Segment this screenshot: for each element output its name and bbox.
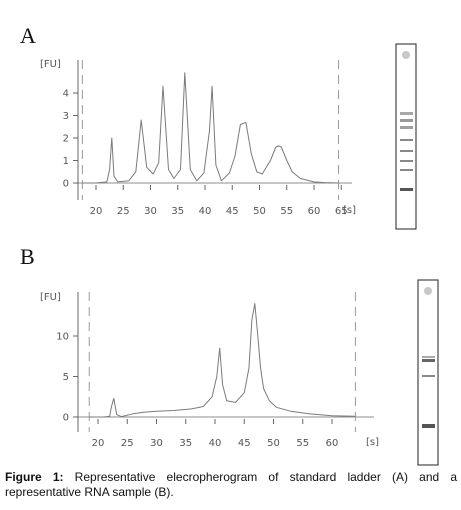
y-tick-label: 4 [63, 89, 69, 100]
plot-b: 0 5 10 20 25 30 35 40 45 50 55 60 [56, 292, 374, 449]
panel-a-ylabel: [FU] [40, 59, 61, 70]
gel-lane-b-well [424, 287, 432, 295]
panel-b-xunit: [s] [366, 437, 379, 448]
gel-band [400, 126, 413, 129]
y-tick-label: 2 [63, 134, 69, 145]
x-tick-label: 30 [150, 438, 163, 449]
x-tick-label: 50 [267, 438, 280, 449]
gel-band [400, 150, 413, 152]
x-tick-label: 20 [90, 206, 103, 217]
figure-caption: Figure 1: Representative elecropherogram… [5, 470, 457, 500]
series-line [89, 303, 356, 418]
y-tick-label: 1 [63, 156, 69, 167]
x-tick-label: 45 [238, 438, 251, 449]
y-tick-label: 0 [63, 413, 69, 424]
x-tick-label: 40 [209, 438, 222, 449]
gel-band [400, 139, 413, 141]
y-tick-label: 10 [56, 332, 69, 343]
gel-band [400, 119, 413, 122]
gel-band [400, 160, 413, 162]
panel-b-ylabel: [FU] [40, 292, 61, 303]
x-tick-label: 55 [296, 438, 309, 449]
gel-band [400, 188, 413, 191]
x-tick-label: 30 [144, 206, 157, 217]
panel-a-xunit: [s] [343, 205, 356, 216]
panel-a: A [FU] [s] 0 1 2 3 4 20 25 30 35 40 45 50 55 60 65 [20, 23, 356, 217]
gel-band [400, 169, 413, 171]
gel-band [422, 356, 435, 358]
gel-lane-a-well [402, 51, 410, 59]
x-tick-label: 25 [117, 206, 130, 217]
x-tick-label: 60 [326, 438, 339, 449]
x-tick-label: 25 [121, 438, 134, 449]
gel-lane-b-frame [417, 279, 439, 466]
x-tick-label: 55 [280, 206, 293, 217]
x-tick-label: 35 [179, 438, 192, 449]
panel-b: B [FU] [s] 0 5 10 20 25 30 35 40 45 50 55 60 [20, 244, 379, 449]
gel-lane-a [395, 43, 417, 230]
gel-band [422, 359, 435, 362]
x-tick-label: 45 [226, 206, 239, 217]
y-tick-label: 5 [63, 372, 69, 383]
x-tick-label: 50 [253, 206, 266, 217]
y-tick-label: 0 [63, 179, 69, 190]
caption-text: Representative elecropherogram of standa… [5, 470, 458, 499]
x-tick-label: 60 [308, 206, 321, 217]
y-tick-label: 3 [63, 111, 69, 122]
gel-band [422, 375, 435, 377]
x-tick-label: 65 [335, 206, 348, 217]
x-tick-label: 35 [171, 206, 184, 217]
x-tick-label: 20 [92, 438, 105, 449]
x-tick-label: 40 [199, 206, 212, 217]
gel-lane-a-frame [395, 43, 417, 230]
gel-band [422, 424, 435, 428]
series-line [82, 72, 339, 184]
panel-a-letter: A [20, 23, 36, 48]
panel-b-letter: B [20, 244, 35, 269]
gel-lane-b [417, 279, 439, 466]
gel-band [400, 112, 413, 115]
caption-label: Figure 1: [5, 470, 64, 484]
plot-a: 0 1 2 3 4 20 25 30 35 40 45 50 55 60 65 [63, 60, 352, 217]
